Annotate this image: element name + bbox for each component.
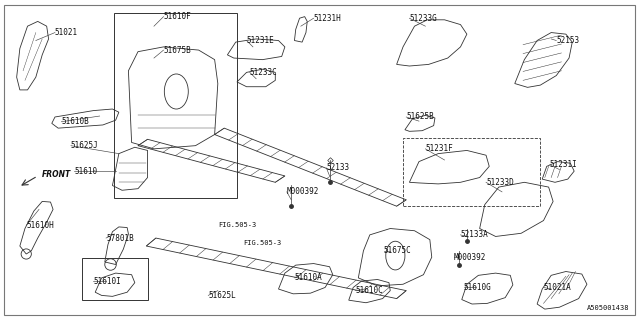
Bar [115, 13, 237, 198]
Text: FIG.505-3: FIG.505-3 [243, 240, 282, 246]
Text: 51610G: 51610G [464, 283, 492, 292]
Text: FIG.505-3: FIG.505-3 [218, 222, 256, 228]
Text: 52133A: 52133A [461, 230, 488, 239]
Text: 51021: 51021 [55, 28, 78, 37]
Text: A505001438: A505001438 [588, 305, 630, 311]
Bar [83, 258, 148, 300]
Text: 51231H: 51231H [314, 14, 341, 23]
Text: 51610: 51610 [74, 167, 97, 176]
Text: M000392: M000392 [454, 253, 486, 262]
Text: 51610F: 51610F [164, 12, 191, 21]
Text: FRONT: FRONT [42, 170, 72, 179]
Text: 52153: 52153 [556, 36, 579, 45]
Text: 51233D: 51233D [486, 178, 514, 187]
Text: 52133: 52133 [326, 164, 349, 172]
Text: 51233C: 51233C [250, 68, 278, 77]
Text: M000392: M000392 [287, 188, 319, 196]
Text: 57801B: 57801B [106, 234, 134, 243]
Text: 51231I: 51231I [550, 160, 578, 169]
Text: 51021A: 51021A [543, 283, 572, 292]
Text: 51610I: 51610I [93, 276, 121, 285]
Text: 51625J: 51625J [71, 141, 99, 150]
Text: 51231E: 51231E [246, 36, 275, 45]
Text: 51610B: 51610B [61, 117, 89, 126]
Text: 51625L: 51625L [208, 291, 236, 300]
Text: 51610A: 51610A [294, 273, 322, 282]
Text: 51610H: 51610H [26, 221, 54, 230]
Text: 51625B: 51625B [406, 113, 434, 122]
Bar [403, 138, 540, 206]
Text: 51675B: 51675B [164, 45, 191, 55]
Text: 51610C: 51610C [355, 286, 383, 295]
Text: 51231F: 51231F [426, 144, 453, 153]
Text: 51233G: 51233G [410, 14, 437, 23]
Text: 51675C: 51675C [384, 246, 412, 255]
